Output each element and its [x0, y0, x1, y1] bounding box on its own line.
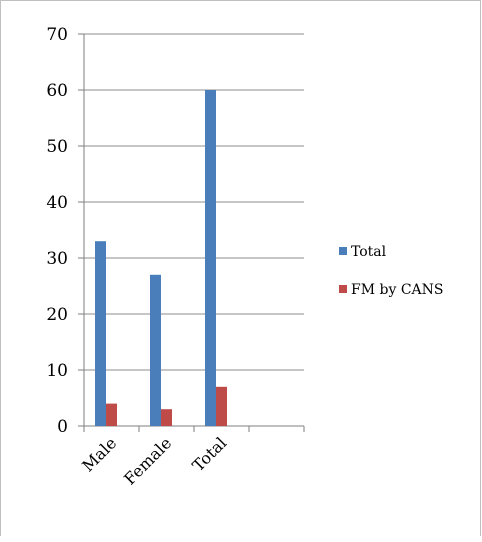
- x-tick-label: Male: [78, 433, 120, 475]
- y-tick-label: 50: [46, 137, 68, 157]
- y-tick-label: 60: [46, 81, 68, 101]
- bar-total-female: [150, 274, 161, 426]
- legend-swatch: [339, 247, 347, 255]
- y-tick-label: 70: [46, 25, 68, 45]
- x-tick-label: Total: [188, 433, 230, 475]
- axis-labels: 0 10 20 30 40 50 60 70 Male Female Total: [46, 25, 230, 489]
- legend-label: FM by CANS: [351, 282, 443, 298]
- y-tick-label: 10: [46, 361, 68, 381]
- bar-fm-by-cans-total: [216, 386, 227, 426]
- x-tick-label: Female: [120, 433, 175, 488]
- bar-total-total: [205, 90, 216, 426]
- y-tick-label: 0: [57, 417, 68, 437]
- legend-label: Total: [351, 244, 387, 260]
- axes: [78, 33, 305, 432]
- bar-total-male: [95, 241, 106, 426]
- y-tick-label: 20: [46, 305, 68, 325]
- y-tick-label: 30: [46, 249, 68, 269]
- bar-fm-by-cans-female: [161, 409, 172, 426]
- gridlines: [84, 33, 304, 371]
- y-tick-label: 40: [46, 193, 68, 213]
- legend: Total FM by CANS: [339, 244, 443, 298]
- legend-swatch: [339, 285, 347, 293]
- bars: [95, 90, 227, 426]
- bar-fm-by-cans-male: [106, 403, 117, 426]
